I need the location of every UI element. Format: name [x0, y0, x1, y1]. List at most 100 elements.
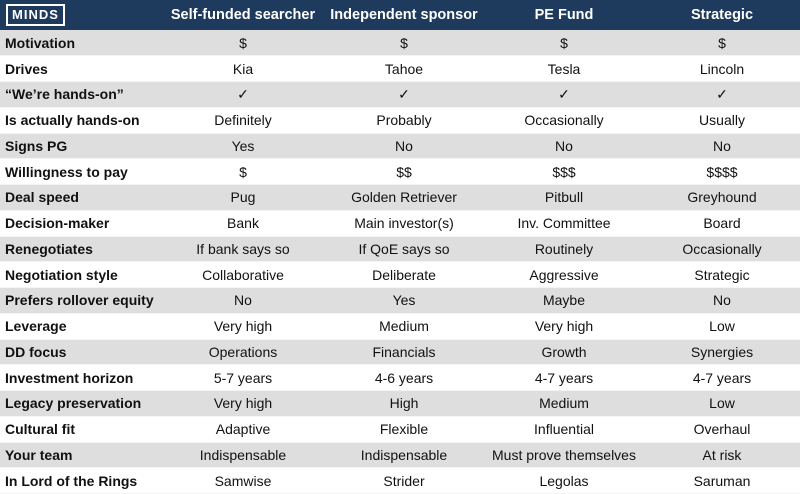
table-row: Cultural fit Adaptive Flexible Influential O… [0, 416, 800, 443]
cell: Very high [162, 313, 324, 340]
row-label: DD focus [0, 339, 162, 366]
table-row: Negotiation style Collaborative Deliberate… [0, 261, 800, 288]
cell: $ [644, 30, 800, 57]
cell: Lincoln [644, 55, 800, 82]
column-header: Strategic [690, 7, 754, 23]
cell: Probably [324, 107, 484, 134]
cell: $ [484, 30, 644, 57]
cell: No [324, 133, 484, 160]
cell: Greyhound [644, 184, 800, 211]
cell: Indispensable [162, 442, 324, 469]
cell: 4-7 years [484, 364, 644, 391]
table-row: Motivation $ $ $ $ [0, 30, 800, 57]
cell: Indispensable [324, 442, 484, 469]
cell: Adaptive [162, 416, 324, 443]
table-row: DD focus Operations Financials Growth Synerg… [0, 339, 800, 366]
row-label: Investment horizon [0, 364, 162, 391]
cell: No [644, 287, 800, 314]
cell: Medium [484, 390, 644, 417]
cell: Aggressive [484, 261, 644, 288]
cell: Strider [324, 467, 484, 494]
table-row: Decision-maker Bank Main investor(s) Inv. C… [0, 210, 800, 237]
cell: Saruman [644, 467, 800, 494]
column-header: PE Fund [534, 7, 594, 23]
cell: $ [324, 30, 484, 57]
row-label: Negotiation style [0, 261, 162, 288]
cell: 5-7 years [162, 364, 324, 391]
cell: Tahoe [324, 55, 484, 82]
cell: $$ [324, 158, 484, 185]
cell: If QoE says so [324, 236, 484, 263]
cell: Legolas [484, 467, 644, 494]
cell: Routinely [484, 236, 644, 263]
cell: ✓ [484, 81, 644, 108]
cell: Flexible [324, 416, 484, 443]
cell: Occasionally [644, 236, 800, 263]
cell: Growth [484, 339, 644, 366]
cell: $ [162, 158, 324, 185]
cell: $$$ [484, 158, 644, 185]
cell: Low [644, 390, 800, 417]
cell: ✓ [324, 81, 484, 108]
cell: Operations [162, 339, 324, 366]
cell: Low [644, 313, 800, 340]
row-label: “We’re hands-on” [0, 81, 162, 108]
row-label: Signs PG [0, 133, 162, 160]
table-body: Motivation $ $ $ $ Drives Kia Tahoe Tesla Lincoln… [0, 30, 800, 494]
cell: 4-7 years [644, 364, 800, 391]
table-row: Willingness to pay $ $$ $$$ $$$$ [0, 158, 800, 185]
cell: Maybe [484, 287, 644, 314]
cell: Overhaul [644, 416, 800, 443]
cell: Samwise [162, 467, 324, 494]
row-label: Motivation [0, 30, 162, 57]
row-label: Renegotiates [0, 236, 162, 263]
cell: Bank [162, 210, 324, 237]
row-label: Your team [0, 442, 162, 469]
cell: ✓ [644, 81, 800, 108]
table-row: Investment horizon 5-7 years 4-6 years 4-7 … [0, 364, 800, 391]
cell: ✓ [162, 81, 324, 108]
cell: Main investor(s) [324, 210, 484, 237]
logo: MINDS [6, 4, 65, 26]
cell: Definitely [162, 107, 324, 134]
cell: Yes [162, 133, 324, 160]
cell: Kia [162, 55, 324, 82]
row-label: In Lord of the Rings [0, 467, 162, 494]
header-row: MINDS Self-funded searcher Independent sp… [0, 0, 800, 30]
cell: Synergies [644, 339, 800, 366]
cell: If bank says so [162, 236, 324, 263]
row-label: Deal speed [0, 184, 162, 211]
row-label: Is actually hands-on [0, 107, 162, 134]
row-label: Willingness to pay [0, 158, 162, 185]
row-label: Leverage [0, 313, 162, 340]
row-label: Prefers rollover equity [0, 287, 162, 314]
cell: Very high [162, 390, 324, 417]
cell: Medium [324, 313, 484, 340]
cell: Golden Retriever [324, 184, 484, 211]
cell: $ [162, 30, 324, 57]
cell: Board [644, 210, 800, 237]
cell: Financials [324, 339, 484, 366]
cell: At risk [644, 442, 800, 469]
cell: Deliberate [324, 261, 484, 288]
table-row: Drives Kia Tahoe Tesla Lincoln [0, 55, 800, 82]
column-header: Independent sponsor [330, 7, 478, 23]
cell: Inv. Committee [484, 210, 644, 237]
cell: Yes [324, 287, 484, 314]
logo-cell: MINDS [0, 0, 162, 30]
row-label: Legacy preservation [0, 390, 162, 417]
table-row: Renegotiates If bank says so If QoE says s… [0, 236, 800, 263]
cell: No [484, 133, 644, 160]
cell: Occasionally [484, 107, 644, 134]
row-label: Cultural fit [0, 416, 162, 443]
cell: Must prove themselves [484, 442, 644, 469]
cell: $$$$ [644, 158, 800, 185]
table-row: Your team Indispensable Indispensable Must … [0, 442, 800, 469]
cell: No [162, 287, 324, 314]
cell: 4-6 years [324, 364, 484, 391]
table-row: “We’re hands-on” ✓ ✓ ✓ ✓ [0, 81, 800, 108]
column-header: Self-funded searcher [170, 7, 316, 23]
table-row: Deal speed Pug Golden Retriever Pitbull Grey… [0, 184, 800, 211]
